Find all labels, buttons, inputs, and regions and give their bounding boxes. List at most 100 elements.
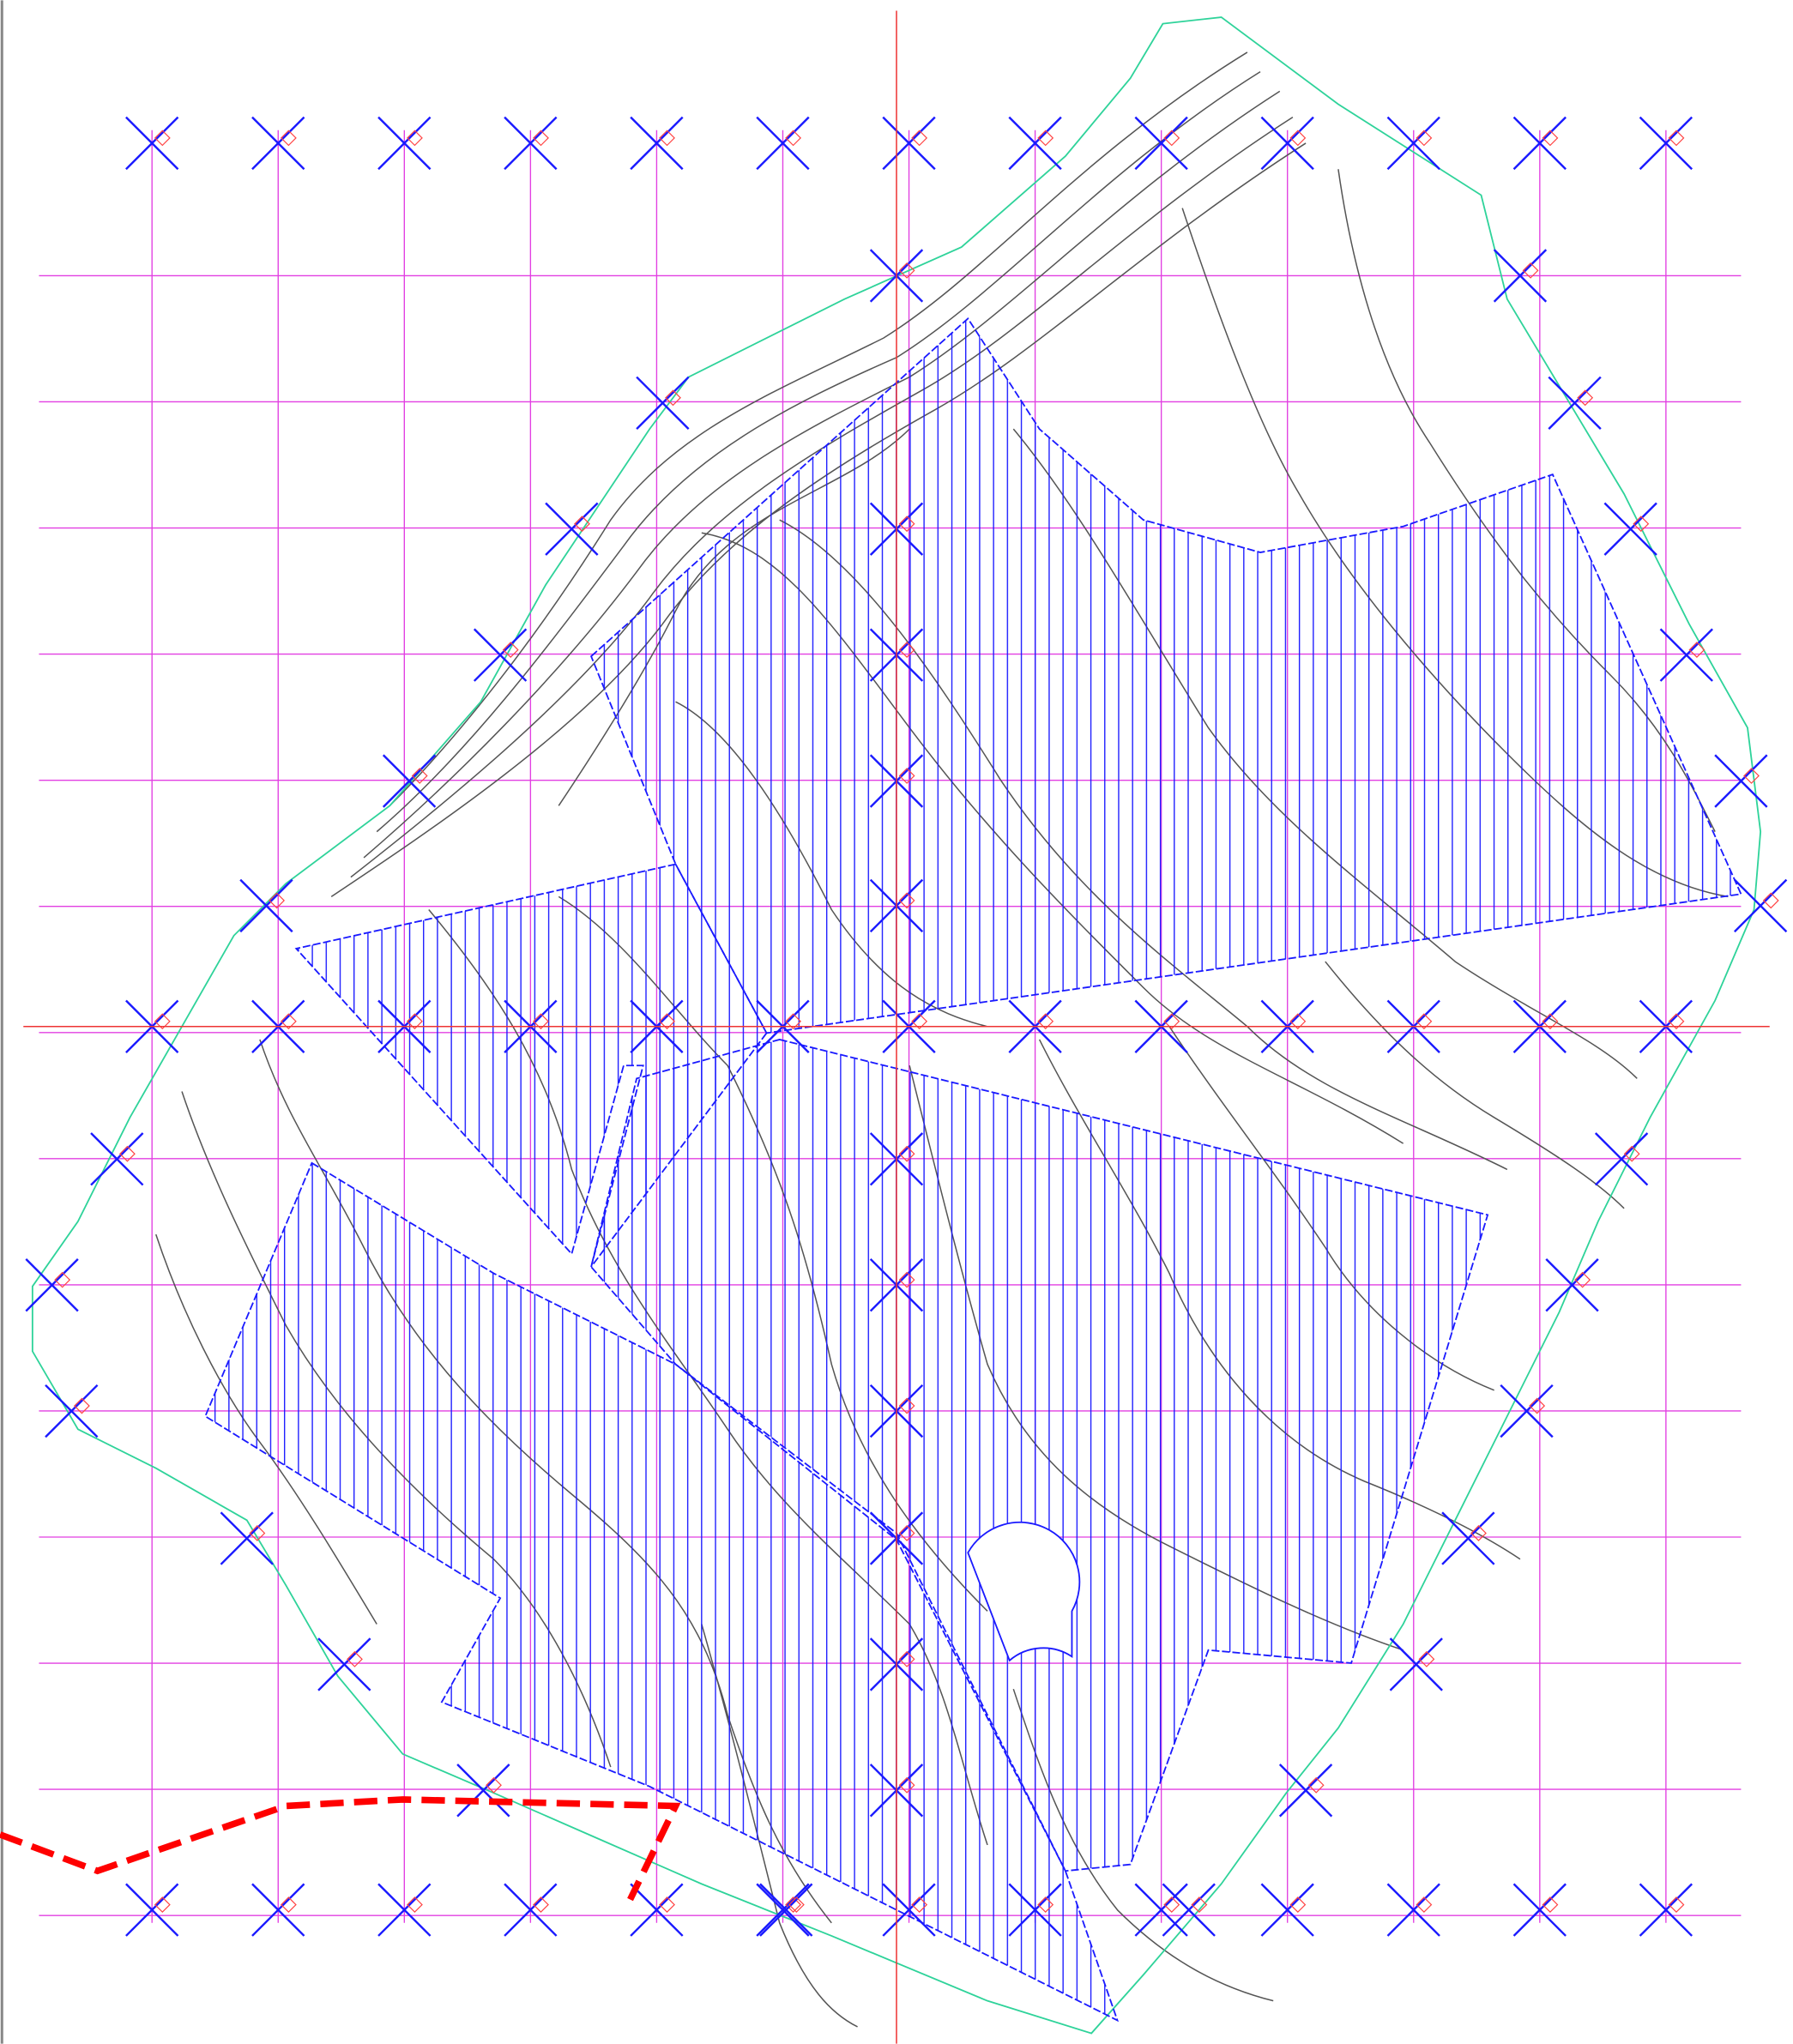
marker-tag xyxy=(347,1650,363,1667)
marker-tag xyxy=(1416,130,1433,147)
marker-stroke xyxy=(1548,376,1602,430)
marker-tag xyxy=(1762,892,1779,909)
marker-tag xyxy=(1574,1271,1591,1288)
marker-stroke xyxy=(630,1883,684,1937)
marker-stroke xyxy=(1260,116,1314,171)
survey-markers xyxy=(25,116,1788,1937)
marker-stroke xyxy=(239,878,293,933)
marker-tag xyxy=(154,1013,171,1030)
marker-stroke xyxy=(377,116,432,171)
marker-tag xyxy=(659,130,675,147)
marker-tag xyxy=(1542,1013,1559,1030)
marker-tag xyxy=(1163,130,1180,147)
marker-tag xyxy=(911,130,928,147)
marker-tag xyxy=(1470,1525,1487,1541)
marker-stroke xyxy=(456,1764,510,1818)
marker-tag xyxy=(659,1013,675,1030)
marker-tag xyxy=(898,768,915,784)
marker-stroke xyxy=(1134,116,1188,171)
marker-tag xyxy=(898,516,915,533)
marker-tag xyxy=(118,1145,136,1162)
marker-stroke xyxy=(1639,1883,1693,1937)
marker-stroke xyxy=(90,1132,144,1186)
marker-tag xyxy=(1037,1013,1054,1030)
marker-stroke xyxy=(756,116,810,171)
marker-stroke xyxy=(756,1883,810,1937)
marker-tag xyxy=(1416,1896,1433,1914)
hatched-areas xyxy=(204,317,1742,2023)
marker-stroke xyxy=(1512,116,1567,171)
marker-stroke xyxy=(25,1258,79,1312)
marker-tag xyxy=(407,130,423,147)
marker-tag xyxy=(1289,130,1307,147)
marker-stroke xyxy=(1389,1637,1443,1691)
marker-stroke xyxy=(1714,754,1768,808)
marker-stroke xyxy=(1603,502,1657,556)
marker-tag xyxy=(898,1776,915,1794)
marker-tag xyxy=(785,130,802,147)
marker-tag xyxy=(898,1271,915,1288)
marker-stroke xyxy=(545,502,599,556)
marker-tag xyxy=(1668,1013,1685,1030)
marker-stroke xyxy=(882,1883,936,1937)
marker-tag xyxy=(785,1896,802,1914)
marker-stroke xyxy=(1162,1883,1216,1937)
marker-tag xyxy=(665,389,681,407)
marker-tag xyxy=(533,1013,549,1030)
marker-tag xyxy=(280,1013,297,1030)
marker-stroke xyxy=(759,1883,813,1937)
marker-tag xyxy=(1163,1896,1180,1914)
marker-stroke xyxy=(1134,1883,1188,1937)
marker-tag xyxy=(574,516,590,533)
marker-tag xyxy=(1688,642,1705,659)
marker-tag xyxy=(1416,1013,1433,1030)
marker-stroke xyxy=(317,1637,371,1691)
marker-tag xyxy=(898,1650,915,1667)
marker-tag xyxy=(1668,130,1685,147)
marker-stroke xyxy=(882,116,936,171)
marker-tag xyxy=(1307,1776,1325,1794)
marker-stroke xyxy=(1386,1883,1440,1937)
marker-tag xyxy=(280,130,297,147)
marker-stroke xyxy=(636,376,690,430)
hatch-area xyxy=(204,1161,1120,2023)
marker-stroke xyxy=(1733,878,1788,933)
marker-stroke xyxy=(1500,1384,1554,1438)
marker-tag xyxy=(1623,1145,1640,1162)
marker-tag xyxy=(1191,1896,1208,1914)
marker-tag xyxy=(898,642,915,659)
marker-tag xyxy=(1542,130,1559,147)
marker-stroke xyxy=(220,1511,274,1565)
marker-tag xyxy=(911,1896,928,1914)
marker-stroke xyxy=(1594,1132,1649,1186)
marker-tag xyxy=(411,768,428,784)
round-area xyxy=(967,1521,1081,1662)
marker-stroke xyxy=(1512,1883,1567,1937)
marker-tag xyxy=(1289,1896,1307,1914)
marker-tag xyxy=(1037,130,1054,147)
marker-tag xyxy=(54,1271,71,1288)
marker-stroke xyxy=(504,1883,558,1937)
marker-stroke xyxy=(504,116,558,171)
marker-tag xyxy=(1522,262,1539,279)
marker-tag xyxy=(898,1145,915,1162)
marker-tag xyxy=(1542,1896,1559,1914)
marker-tag xyxy=(154,130,171,147)
marker-tag xyxy=(533,130,549,147)
marker-tag xyxy=(154,1896,171,1914)
marker-tag xyxy=(502,642,519,659)
marker-tag xyxy=(269,892,286,909)
marker-stroke xyxy=(1545,1258,1599,1312)
marker-stroke xyxy=(1493,249,1548,303)
marker-tag xyxy=(1529,1397,1546,1414)
marker-tag xyxy=(1577,389,1594,407)
marker-tag xyxy=(1163,1013,1180,1030)
marker-stroke xyxy=(251,116,305,171)
marker-stroke xyxy=(1639,116,1693,171)
marker-stroke xyxy=(473,628,528,682)
marker-tag xyxy=(659,1896,675,1914)
marker-tag xyxy=(1668,1896,1685,1914)
marker-stroke xyxy=(1008,116,1062,171)
